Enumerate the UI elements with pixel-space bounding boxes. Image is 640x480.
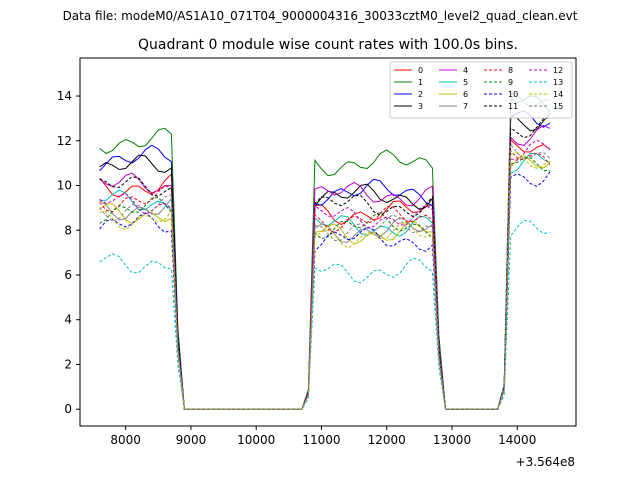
legend-label-14: 14 <box>553 90 563 99</box>
x-tick-label: 9000 <box>176 433 207 447</box>
legend-label-1: 1 <box>418 78 423 87</box>
axes-frame <box>79 57 577 427</box>
series-line-2 <box>99 110 551 410</box>
series-line-0 <box>99 138 551 410</box>
legend-label-13: 13 <box>553 78 563 87</box>
series-line-9 <box>99 157 550 410</box>
legend-box <box>389 61 573 119</box>
series-line-14 <box>99 151 551 410</box>
y-tick-label: 4 <box>64 313 72 327</box>
y-tick-label: 2 <box>64 357 72 371</box>
y-tick-label: 0 <box>64 402 72 416</box>
x-tick-label: 11000 <box>302 433 340 447</box>
y-tick-label: 12 <box>57 134 72 148</box>
legend-label-4: 4 <box>463 66 468 75</box>
x-tick-label: 8000 <box>110 433 141 447</box>
legend-label-15: 15 <box>553 102 563 111</box>
x-tick-label: 12000 <box>368 433 406 447</box>
series-line-5 <box>99 152 551 410</box>
legend-label-3: 3 <box>418 102 423 111</box>
series-line-11 <box>99 117 550 410</box>
legend-label-5: 5 <box>463 78 468 87</box>
series-line-4 <box>99 124 551 410</box>
y-tick-label: 14 <box>57 89 72 103</box>
plot-area <box>99 91 551 410</box>
legend-label-10: 10 <box>508 90 518 99</box>
series-line-8 <box>99 149 551 410</box>
legend-label-6: 6 <box>463 90 468 99</box>
y-tick-label: 10 <box>57 179 72 193</box>
chart-title: Quadrant 0 module wise count rates with … <box>138 37 518 53</box>
series-line-1 <box>99 95 551 410</box>
x-axis: 8000 9000 10000 11000 12000 13000 14000 <box>110 426 536 447</box>
y-tick-label: 6 <box>64 268 72 282</box>
legend-label-2: 2 <box>418 90 423 99</box>
x-tick-label: 14000 <box>498 433 536 447</box>
series-line-7 <box>99 91 550 410</box>
x-offset-label: +3.564e8 <box>516 455 575 469</box>
x-tick-label: 13000 <box>433 433 471 447</box>
legend-label-0: 0 <box>418 66 423 75</box>
y-axis: 0 2 4 6 8 10 12 14 <box>57 89 80 416</box>
legend-label-9: 9 <box>508 78 513 87</box>
suptitle: Data file: modeM0/AS1A10_071T04_90000043… <box>63 9 578 23</box>
series-line-3 <box>99 113 551 410</box>
series-line-13 <box>99 219 550 410</box>
series-line-15 <box>99 142 551 410</box>
x-tick-label: 10000 <box>237 433 275 447</box>
y-tick-label: 8 <box>64 223 72 237</box>
series-line-12 <box>99 139 551 410</box>
legend-label-8: 8 <box>508 66 513 75</box>
legend-label-7: 7 <box>463 102 468 111</box>
series-line-6 <box>99 155 551 410</box>
legend-label-12: 12 <box>553 66 563 75</box>
legend-label-11: 11 <box>508 102 518 111</box>
